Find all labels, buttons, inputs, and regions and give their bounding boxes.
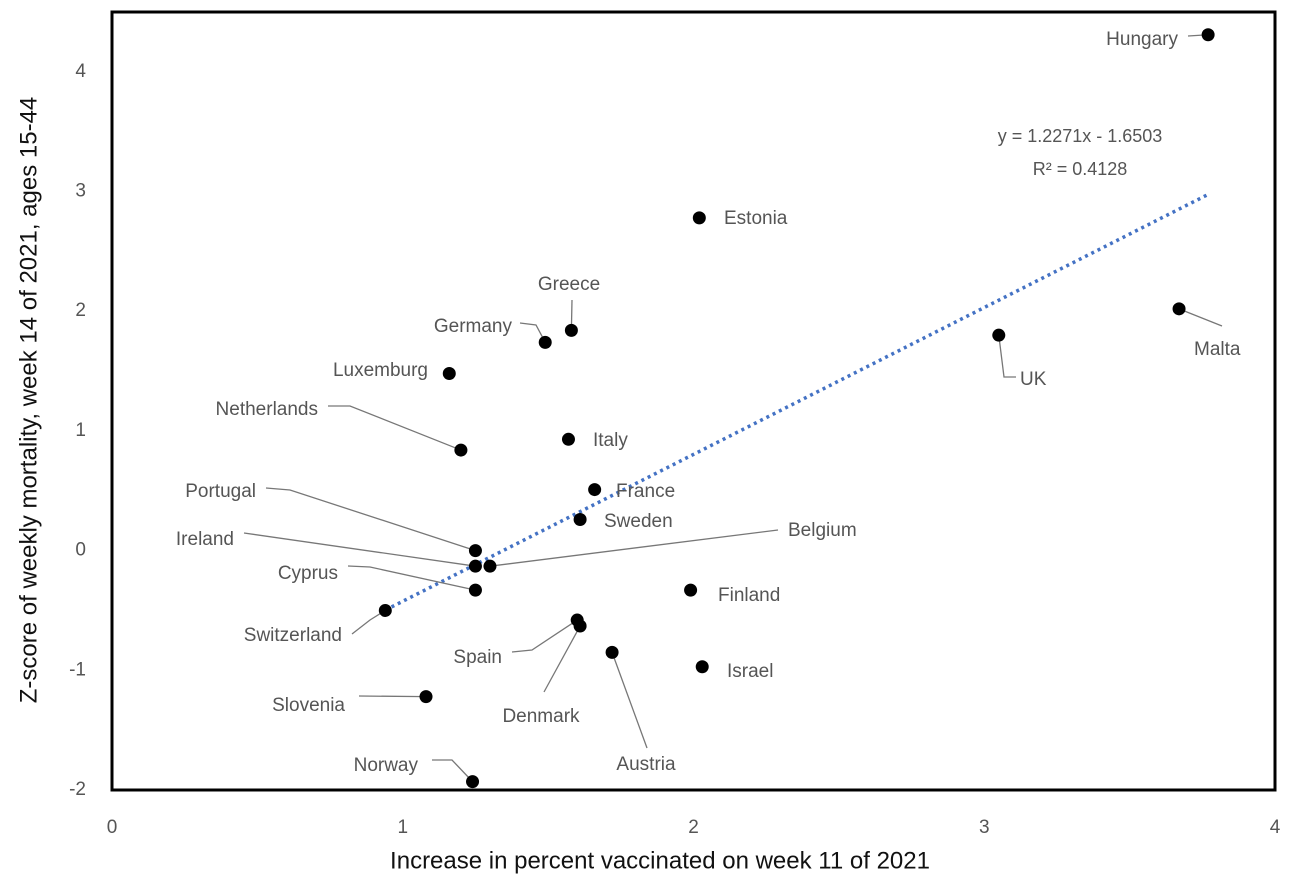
y-tick-label: -1 xyxy=(69,659,86,680)
leader-line xyxy=(998,335,1016,378)
leader-line xyxy=(243,532,476,567)
point-label: Italy xyxy=(593,430,628,451)
data-point xyxy=(692,211,706,225)
x-tick-label: 4 xyxy=(1270,817,1281,838)
point-label: Spain xyxy=(453,647,502,668)
point-label: Belgium xyxy=(788,520,857,541)
trend-equation: y = 1.2271x - 1.6503 xyxy=(998,126,1163,146)
data-point xyxy=(468,544,482,558)
data-point xyxy=(684,583,698,597)
point-label: Greece xyxy=(538,274,600,295)
point-label: Denmark xyxy=(502,706,580,727)
trendline xyxy=(384,192,1209,612)
data-point xyxy=(573,619,587,633)
leader-line xyxy=(358,695,427,698)
data-point xyxy=(419,690,433,704)
leader-line xyxy=(347,565,476,591)
point-label: Switzerland xyxy=(244,625,342,646)
point-label: Ireland xyxy=(176,529,234,550)
point-label: Austria xyxy=(616,754,676,775)
data-point xyxy=(564,323,578,337)
point-label: France xyxy=(616,481,675,502)
data-point xyxy=(466,775,480,789)
data-point xyxy=(454,443,468,457)
y-tick-label: 2 xyxy=(75,300,86,321)
point-label: Sweden xyxy=(604,511,673,532)
data-point xyxy=(468,559,482,573)
leader-line xyxy=(543,625,581,693)
x-tick-label: 3 xyxy=(979,817,990,838)
trend-r-squared: R² = 0.4128 xyxy=(1033,159,1128,179)
data-point xyxy=(442,366,456,380)
x-axis-label: Increase in percent vaccinated on week 1… xyxy=(390,847,930,874)
point-label: UK xyxy=(1020,369,1047,390)
plot-frame xyxy=(110,10,1277,792)
point-label: Finland xyxy=(718,585,780,606)
leader-line xyxy=(265,487,476,552)
point-label: Norway xyxy=(354,755,419,776)
point-label: Israel xyxy=(727,661,773,682)
point-label: Portugal xyxy=(185,481,256,502)
leader-line xyxy=(611,652,648,749)
y-tick-label: 0 xyxy=(75,540,86,561)
x-tick-label: 0 xyxy=(107,817,118,838)
leader-line xyxy=(328,405,462,451)
point-label: Cyprus xyxy=(278,563,338,584)
data-point xyxy=(695,660,709,674)
leader-line xyxy=(489,529,779,567)
data-point xyxy=(561,432,575,446)
point-label: Germany xyxy=(434,316,513,337)
data-point xyxy=(1201,28,1215,42)
point-label: Malta xyxy=(1194,339,1241,360)
y-tick-label: -2 xyxy=(69,779,86,800)
data-point xyxy=(483,559,497,573)
y-axis-label: Z-score of weekly mortality, week 14 of … xyxy=(15,97,42,704)
point-label: Netherlands xyxy=(216,399,318,420)
y-tick-label: 1 xyxy=(75,420,86,441)
data-point xyxy=(573,512,587,526)
y-tick-label: 3 xyxy=(75,181,86,202)
point-label: Estonia xyxy=(724,208,788,229)
point-label: Hungary xyxy=(1106,29,1178,50)
leader-line xyxy=(519,322,546,343)
leader-line xyxy=(1178,308,1223,327)
point-label: Luxemburg xyxy=(333,360,428,381)
data-point xyxy=(468,583,482,597)
leader-line xyxy=(511,619,578,653)
point-label: Slovenia xyxy=(272,695,345,716)
data-point xyxy=(378,603,392,617)
data-point xyxy=(538,335,552,349)
data-point xyxy=(588,483,602,497)
x-tick-label: 1 xyxy=(397,817,408,838)
data-point xyxy=(992,328,1006,342)
leader-line xyxy=(432,759,474,783)
data-point xyxy=(605,645,619,659)
data-point xyxy=(1172,302,1186,316)
x-tick-label: 2 xyxy=(688,817,699,838)
y-tick-label: 4 xyxy=(75,61,86,82)
